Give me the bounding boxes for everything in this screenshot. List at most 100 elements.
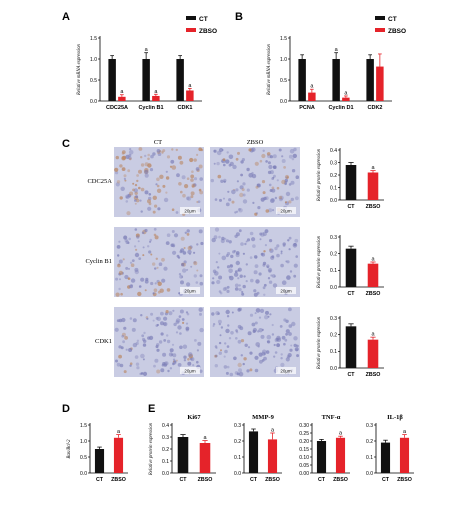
cell-nucleus: [214, 345, 218, 348]
cell-nucleus: [121, 167, 126, 172]
cell-nucleus: [242, 252, 245, 255]
chart-e3: 0.00 0.05 0.10 0.15 0.20 0.25 0.30 TNF-α CT a ZBSO: [299, 414, 350, 483]
cell-nucleus: [171, 230, 175, 233]
cell-nucleus: [273, 355, 276, 358]
cell-nucleus: [129, 191, 134, 196]
cell-nucleus: [242, 199, 248, 204]
cell-nucleus: [190, 178, 194, 182]
cell-nucleus: [266, 152, 271, 156]
ihc-micrographs: CT ZBSO CDC25A Cyclin B1 CDK1 20μm 20μm 20…: [85, 139, 300, 377]
cell-nucleus: [172, 353, 177, 358]
cell-nucleus: [114, 327, 119, 332]
cell-nucleus: [168, 311, 173, 316]
cell-nucleus: [253, 270, 258, 275]
scale-bar-box: [276, 207, 296, 214]
cell-nucleus: [276, 343, 280, 348]
micrograph: 20μm: [210, 147, 300, 217]
significance-marker: a: [339, 431, 343, 437]
cell-nucleus: [245, 280, 248, 283]
cell-nucleus: [156, 184, 160, 188]
cell-nucleus: [148, 193, 152, 196]
cell-nucleus: [276, 253, 280, 258]
cell-nucleus: [269, 189, 273, 192]
significance-marker: a: [203, 435, 207, 441]
bar: [316, 441, 327, 473]
cell-nucleus: [288, 236, 292, 240]
cell-nucleus: [258, 328, 263, 333]
cell-nucleus: [119, 278, 121, 281]
cell-nucleus: [237, 339, 242, 344]
cell-nucleus: [287, 353, 292, 358]
cell-nucleus: [171, 243, 176, 248]
cell-nucleus: [214, 227, 220, 232]
cell-nucleus: [222, 158, 226, 162]
y-tick-label: 0.1: [366, 455, 373, 461]
cell-nucleus: [123, 174, 127, 178]
cell-nucleus: [234, 287, 239, 291]
cell-nucleus: [199, 190, 204, 195]
ihc-row-label-cdk1: CDK1: [95, 338, 112, 345]
cell-nucleus: [154, 282, 157, 285]
bar: [380, 442, 391, 473]
cell-nucleus: [295, 196, 299, 201]
cell-nucleus: [259, 308, 265, 313]
cell-nucleus: [148, 250, 152, 254]
cell-nucleus: [219, 334, 222, 337]
cell-nucleus: [193, 274, 197, 278]
cell-nucleus: [230, 254, 234, 259]
cell-nucleus: [123, 235, 127, 239]
cell-nucleus: [284, 201, 287, 204]
x-tick-label: CDC25A: [106, 105, 128, 111]
panel-letter-e: E: [148, 403, 155, 415]
cell-nucleus: [242, 362, 245, 366]
cell-nucleus: [249, 368, 253, 372]
cell-nucleus: [136, 235, 140, 239]
cell-nucleus: [158, 262, 163, 267]
cell-nucleus: [149, 335, 154, 340]
cell-nucleus: [246, 369, 250, 373]
cell-nucleus: [284, 174, 290, 180]
cell-nucleus: [276, 335, 281, 341]
cell-nucleus: [293, 336, 298, 341]
cell-nucleus: [285, 357, 290, 362]
cell-nucleus: [126, 211, 131, 216]
cell-nucleus: [225, 159, 230, 164]
cell-nucleus: [280, 357, 283, 360]
cell-nucleus: [214, 198, 218, 201]
cell-nucleus: [127, 169, 131, 173]
cell-nucleus: [140, 353, 145, 359]
cell-nucleus: [241, 188, 245, 192]
cell-nucleus: [135, 233, 140, 238]
cell-nucleus: [196, 269, 199, 272]
bar: [308, 92, 316, 101]
cell-nucleus: [185, 311, 189, 314]
cell-nucleus: [147, 163, 152, 168]
cell-nucleus: [166, 339, 171, 344]
cell-nucleus: [289, 148, 295, 154]
cell-nucleus: [272, 154, 277, 159]
bar: [399, 437, 410, 473]
bar: [118, 96, 126, 101]
cell-nucleus: [285, 191, 291, 197]
cell-nucleus: [211, 281, 215, 285]
cell-nucleus: [228, 337, 232, 340]
cell-nucleus: [193, 261, 197, 264]
significance-marker: a: [335, 47, 339, 53]
x-tick-label: CDK1: [178, 105, 193, 111]
cell-nucleus: [117, 263, 121, 268]
cell-nucleus: [124, 274, 129, 280]
cell-nucleus: [120, 292, 123, 296]
cell-nucleus: [199, 327, 204, 333]
chart-c2: 0.0 0.1 0.2 0.3 Relative protein expression C…: [317, 235, 384, 297]
cell-nucleus: [128, 150, 134, 155]
cell-nucleus: [233, 272, 239, 277]
cell-nucleus: [179, 332, 182, 335]
cell-nucleus: [288, 248, 291, 251]
cell-nucleus: [288, 307, 292, 312]
y-tick-label: 0.20: [299, 439, 309, 445]
cell-nucleus: [156, 343, 160, 347]
cell-nucleus: [184, 184, 189, 189]
cell-nucleus: [155, 183, 158, 186]
cell-nucleus: [196, 360, 199, 364]
cell-nucleus: [124, 179, 127, 182]
